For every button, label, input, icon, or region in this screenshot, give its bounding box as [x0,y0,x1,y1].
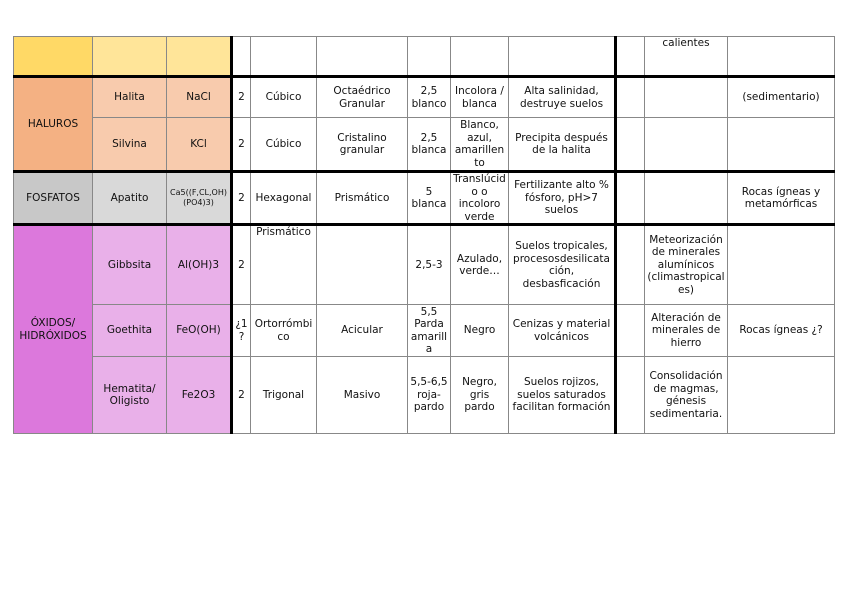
formula-cell: NaCl [166,75,232,118]
blank-col-cell [614,223,645,305]
habit-cell [316,223,408,305]
color-cell: Azulado, verde… [450,223,509,305]
table-cell [166,36,232,77]
habit-cell: Cristalino granular [316,117,408,172]
crystal-system-cell: Cúbico [250,117,317,172]
rock-type-cell [727,117,835,172]
table-cell [92,36,167,77]
hardness-col-cell: 2 [230,356,251,434]
table-row: Silvina KCl 2 Cúbico Cristalino granular 2,5 … [14,117,835,172]
table-cell [614,36,645,77]
soil-relevance-cell: Precipita después de la halita [508,117,616,172]
table-cell [230,36,251,77]
crystal-system-cell: Prismático [250,223,317,305]
hardness-streak-cell: 5,5-6,5 roja-pardo [407,356,451,434]
table-cell [727,36,835,77]
table-cell [316,36,408,77]
table-row: HALUROS Halita NaCl 2 Cúbico Octaédrico Granu… [13,75,835,172]
blank-col-cell [614,117,645,172]
table-cell [508,36,616,77]
origin-cell: Meteorización de minerales alumínicos (c… [644,223,728,305]
mineral-name-cell: Goethita [92,304,167,357]
rock-type-cell: Rocas ígneas ¿? [727,304,835,357]
soil-relevance-cell: Alta salinidad, destruye suelos [508,75,616,118]
group-cell: FOSFATOS [13,170,93,225]
hardness-streak-cell: 2,5 blanca [407,117,451,172]
hardness-col-cell: 2 [230,223,251,305]
mineral-name-cell: Gibbsita [92,223,167,305]
group-cell: ÓXIDOS/ HIDRÓXIDOS [13,223,93,434]
habit-cell: Prismático [316,170,408,225]
mineral-name-cell: Hematita/ Oligisto [92,356,167,434]
table-row: FOSFATOS Apatito Ca5((F,CL,OH)(PO4)3) 2 Hexa… [13,170,835,225]
habit-cell: Masivo [316,356,408,434]
soil-relevance-cell: Suelos rojizos, suelos saturados facilit… [508,356,616,434]
formula-cell: Al(OH)3 [166,223,232,305]
minerals-table: calientes HALUROS Halita NaCl 2 Cúbico Octaédr… [13,36,835,434]
formula-cell: KCl [166,117,232,172]
origin-cell [644,170,728,225]
origin-cell [644,75,728,118]
table-row: Goethita FeO(OH) ¿1? Ortorrómbico Acicular 5,… [14,304,835,357]
table-cell [407,36,451,77]
hardness-col-cell: 2 [230,170,251,225]
color-cell: Negro [450,304,509,357]
origin-cell [644,117,728,172]
hardness-streak-cell: 2,5 blanco [407,75,451,118]
crystal-system-cell: Cúbico [250,75,317,118]
origin-cell: Alteración de minerales de hierro [644,304,728,357]
hardness-streak-cell: 5 blanca [407,170,451,225]
soil-relevance-cell: Cenizas y material volcánicos [508,304,616,357]
table-row: Hematita/ Oligisto Fe2O3 2 Trigonal Masivo 5,… [14,356,835,434]
color-cell: Incolora / blanca [450,75,509,118]
blank-col-cell [614,75,645,118]
mineral-name-cell: Halita [92,75,167,118]
formula-cell: Ca5((F,CL,OH)(PO4)3) [166,170,232,225]
table-cell [250,36,317,77]
soil-relevance-cell: Fertilizante alto % fósforo, pH>7 suelos [508,170,616,225]
mineral-name-cell: Apatito [92,170,167,225]
table-row: ÓXIDOS/ HIDRÓXIDOS Gibbsita Al(OH)3 2 Prismá… [13,223,835,434]
blank-col-cell [614,356,645,434]
mineral-name-cell: Silvina [92,117,167,172]
color-cell: Translúcido o incoloro verde [450,170,509,225]
table-cell: calientes [644,36,728,77]
rock-type-cell: Rocas ígneas y metamórficas [727,170,835,225]
crystal-system-cell: Trigonal [250,356,317,434]
hardness-col-cell: 2 [230,117,251,172]
group-cell: HALUROS [13,75,93,172]
rock-type-cell [727,356,835,434]
color-cell: Blanco, azul, amarillento [450,117,509,172]
table-cell [450,36,509,77]
group-cell [13,36,93,77]
origin-cell: Consolidación de magmas, génesis sedimen… [644,356,728,434]
blank-col-cell [614,170,645,225]
hardness-streak-cell: 5,5 Parda amarilla [407,304,451,357]
blank-col-cell [614,304,645,357]
hardness-col-cell: ¿1? [230,304,251,357]
formula-cell: Fe2O3 [166,356,232,434]
color-cell: Negro, gris pardo [450,356,509,434]
hardness-col-cell: 2 [230,75,251,118]
rock-type-cell [727,223,835,305]
habit-cell: Octaédrico Granular [316,75,408,118]
formula-cell: FeO(OH) [166,304,232,357]
hardness-streak-cell: 2,5-3 [407,223,451,305]
habit-cell: Acicular [316,304,408,357]
crystal-system-cell: Ortorrómbico [250,304,317,357]
rock-type-cell: (sedimentario) [727,75,835,118]
soil-relevance-cell: Suelos tropicales, procesosdesilicatació… [508,223,616,305]
crystal-system-cell: Hexagonal [250,170,317,225]
table-row: calientes [13,36,835,77]
